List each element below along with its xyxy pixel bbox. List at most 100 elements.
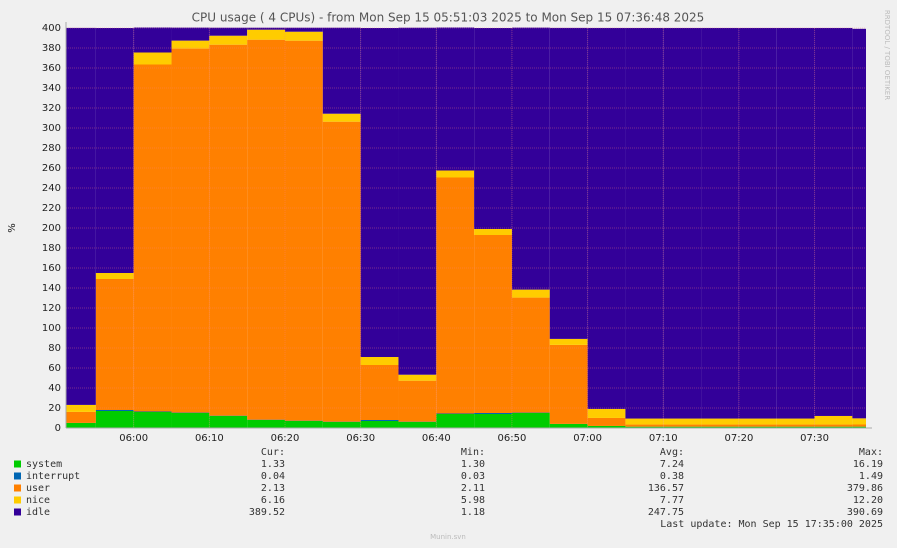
legend-stat: 1.33 — [261, 459, 285, 470]
area-segment — [95, 273, 134, 279]
area-segment — [247, 39, 286, 420]
x-tick-label: 07:20 — [724, 433, 753, 444]
y-tick-label: 140 — [42, 283, 61, 294]
area-segment — [285, 31, 323, 41]
legend-stat: 0.38 — [660, 471, 684, 482]
legend-stat: 390.69 — [847, 507, 883, 518]
y-tick-label: 300 — [42, 123, 61, 134]
area-segment — [814, 415, 853, 425]
area-segment — [814, 424, 853, 427]
area-segment — [738, 426, 777, 428]
area-segment — [776, 426, 815, 428]
area-segment — [171, 40, 210, 49]
y-tick-label: 280 — [42, 143, 61, 154]
legend-label: system — [26, 459, 62, 470]
legend-stat: 16.19 — [853, 459, 883, 470]
y-tick-label: 180 — [42, 243, 61, 254]
area-segment — [852, 424, 866, 427]
area-segment — [511, 297, 550, 413]
area-segment — [511, 27, 550, 290]
y-tick-label: 260 — [42, 163, 61, 174]
y-tick-label: 120 — [42, 303, 61, 314]
legend-stat: 1.30 — [461, 459, 485, 470]
legend-stat: 2.11 — [461, 483, 485, 494]
legend-stat: 379.86 — [847, 483, 883, 494]
area-segment — [95, 411, 134, 428]
area-segment — [398, 27, 437, 375]
legend-stat: 1.49 — [859, 471, 883, 482]
area-segment — [663, 27, 702, 419]
area-segment — [66, 404, 96, 412]
area-segment — [814, 426, 853, 428]
area-segment — [133, 52, 172, 65]
area-segment — [171, 48, 210, 413]
area-segment — [549, 424, 588, 428]
area-segment — [95, 410, 134, 411]
area-segment — [285, 27, 323, 32]
area-segment — [360, 28, 399, 357]
area-segment — [738, 418, 777, 425]
legend-stat: 6.16 — [261, 495, 285, 506]
area-segment — [625, 426, 664, 428]
area-segment — [209, 416, 248, 428]
chart-title: CPU usage ( 4 CPUs) - from Mon Sep 15 05… — [192, 11, 705, 25]
y-tick-label: 380 — [42, 43, 61, 54]
legend-swatch — [14, 508, 21, 516]
area-segment — [133, 412, 172, 428]
area-segment — [436, 170, 475, 178]
legend-stat: 247.75 — [648, 507, 684, 518]
area-segment — [738, 27, 777, 419]
area-segment — [587, 417, 626, 426]
y-axis-label: % — [7, 223, 18, 233]
y-tick-label: 360 — [42, 63, 61, 74]
area-segment — [776, 418, 815, 425]
area-segment — [285, 40, 323, 421]
area-segment — [436, 27, 475, 171]
side-label: RRDTOOL / TOBI OETIKER — [883, 10, 891, 100]
x-tick-label: 06:30 — [346, 433, 375, 444]
area-segment — [133, 27, 172, 53]
area-segment — [625, 424, 664, 427]
area-segment — [587, 408, 626, 418]
y-tick-label: 100 — [42, 323, 61, 334]
legend-stat: 7.77 — [660, 495, 684, 506]
legend-stat: 12.20 — [853, 495, 883, 506]
area-segment — [247, 27, 286, 30]
legend-stat: 136.57 — [648, 483, 684, 494]
area-segment — [776, 27, 815, 419]
area-segment — [663, 418, 702, 425]
area-segment — [133, 64, 172, 412]
y-tick-label: 20 — [48, 403, 61, 414]
legend-header: Cur: — [261, 447, 285, 458]
x-tick-label: 06:10 — [195, 433, 224, 444]
area-segment — [511, 413, 550, 428]
legend-swatch — [14, 496, 21, 504]
legend-label: idle — [26, 507, 50, 518]
area-segment — [171, 27, 210, 41]
legend-swatch — [14, 484, 21, 492]
area-segment — [398, 374, 437, 381]
legend-stat: 7.24 — [660, 459, 684, 470]
legend-label: user — [26, 483, 50, 494]
area-segment — [285, 421, 323, 428]
area-segment — [625, 418, 664, 425]
legend-swatch — [14, 472, 21, 480]
legend-stat: 389.52 — [249, 507, 285, 518]
area-segment — [66, 423, 96, 428]
area-segment — [360, 421, 399, 428]
area-segment — [474, 413, 512, 414]
area-segment — [625, 27, 664, 419]
y-tick-label: 40 — [48, 383, 61, 394]
area-segment — [587, 426, 626, 428]
area-segment — [701, 418, 739, 425]
y-tick-label: 240 — [42, 183, 61, 194]
legend-stat: 0.03 — [461, 471, 485, 482]
area-segment — [436, 413, 475, 414]
y-tick-label: 400 — [42, 23, 61, 34]
area-segment — [247, 420, 286, 428]
area-segment — [322, 27, 361, 114]
y-tick-label: 340 — [42, 83, 61, 94]
x-tick-label: 06:20 — [271, 433, 300, 444]
x-tick-label: 06:40 — [422, 433, 451, 444]
area-segment — [322, 113, 361, 122]
